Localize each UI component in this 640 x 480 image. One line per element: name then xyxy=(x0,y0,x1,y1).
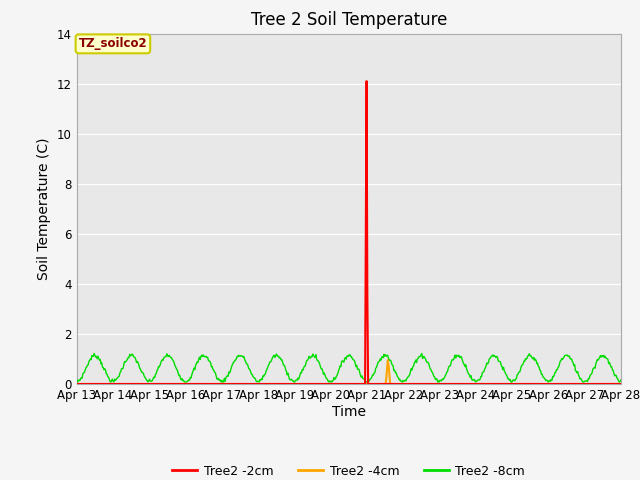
Title: Tree 2 Soil Temperature: Tree 2 Soil Temperature xyxy=(251,11,447,29)
X-axis label: Time: Time xyxy=(332,405,366,419)
Text: TZ_soilco2: TZ_soilco2 xyxy=(79,37,147,50)
Legend: Tree2 -2cm, Tree2 -4cm, Tree2 -8cm: Tree2 -2cm, Tree2 -4cm, Tree2 -8cm xyxy=(168,460,530,480)
Y-axis label: Soil Temperature (C): Soil Temperature (C) xyxy=(37,138,51,280)
